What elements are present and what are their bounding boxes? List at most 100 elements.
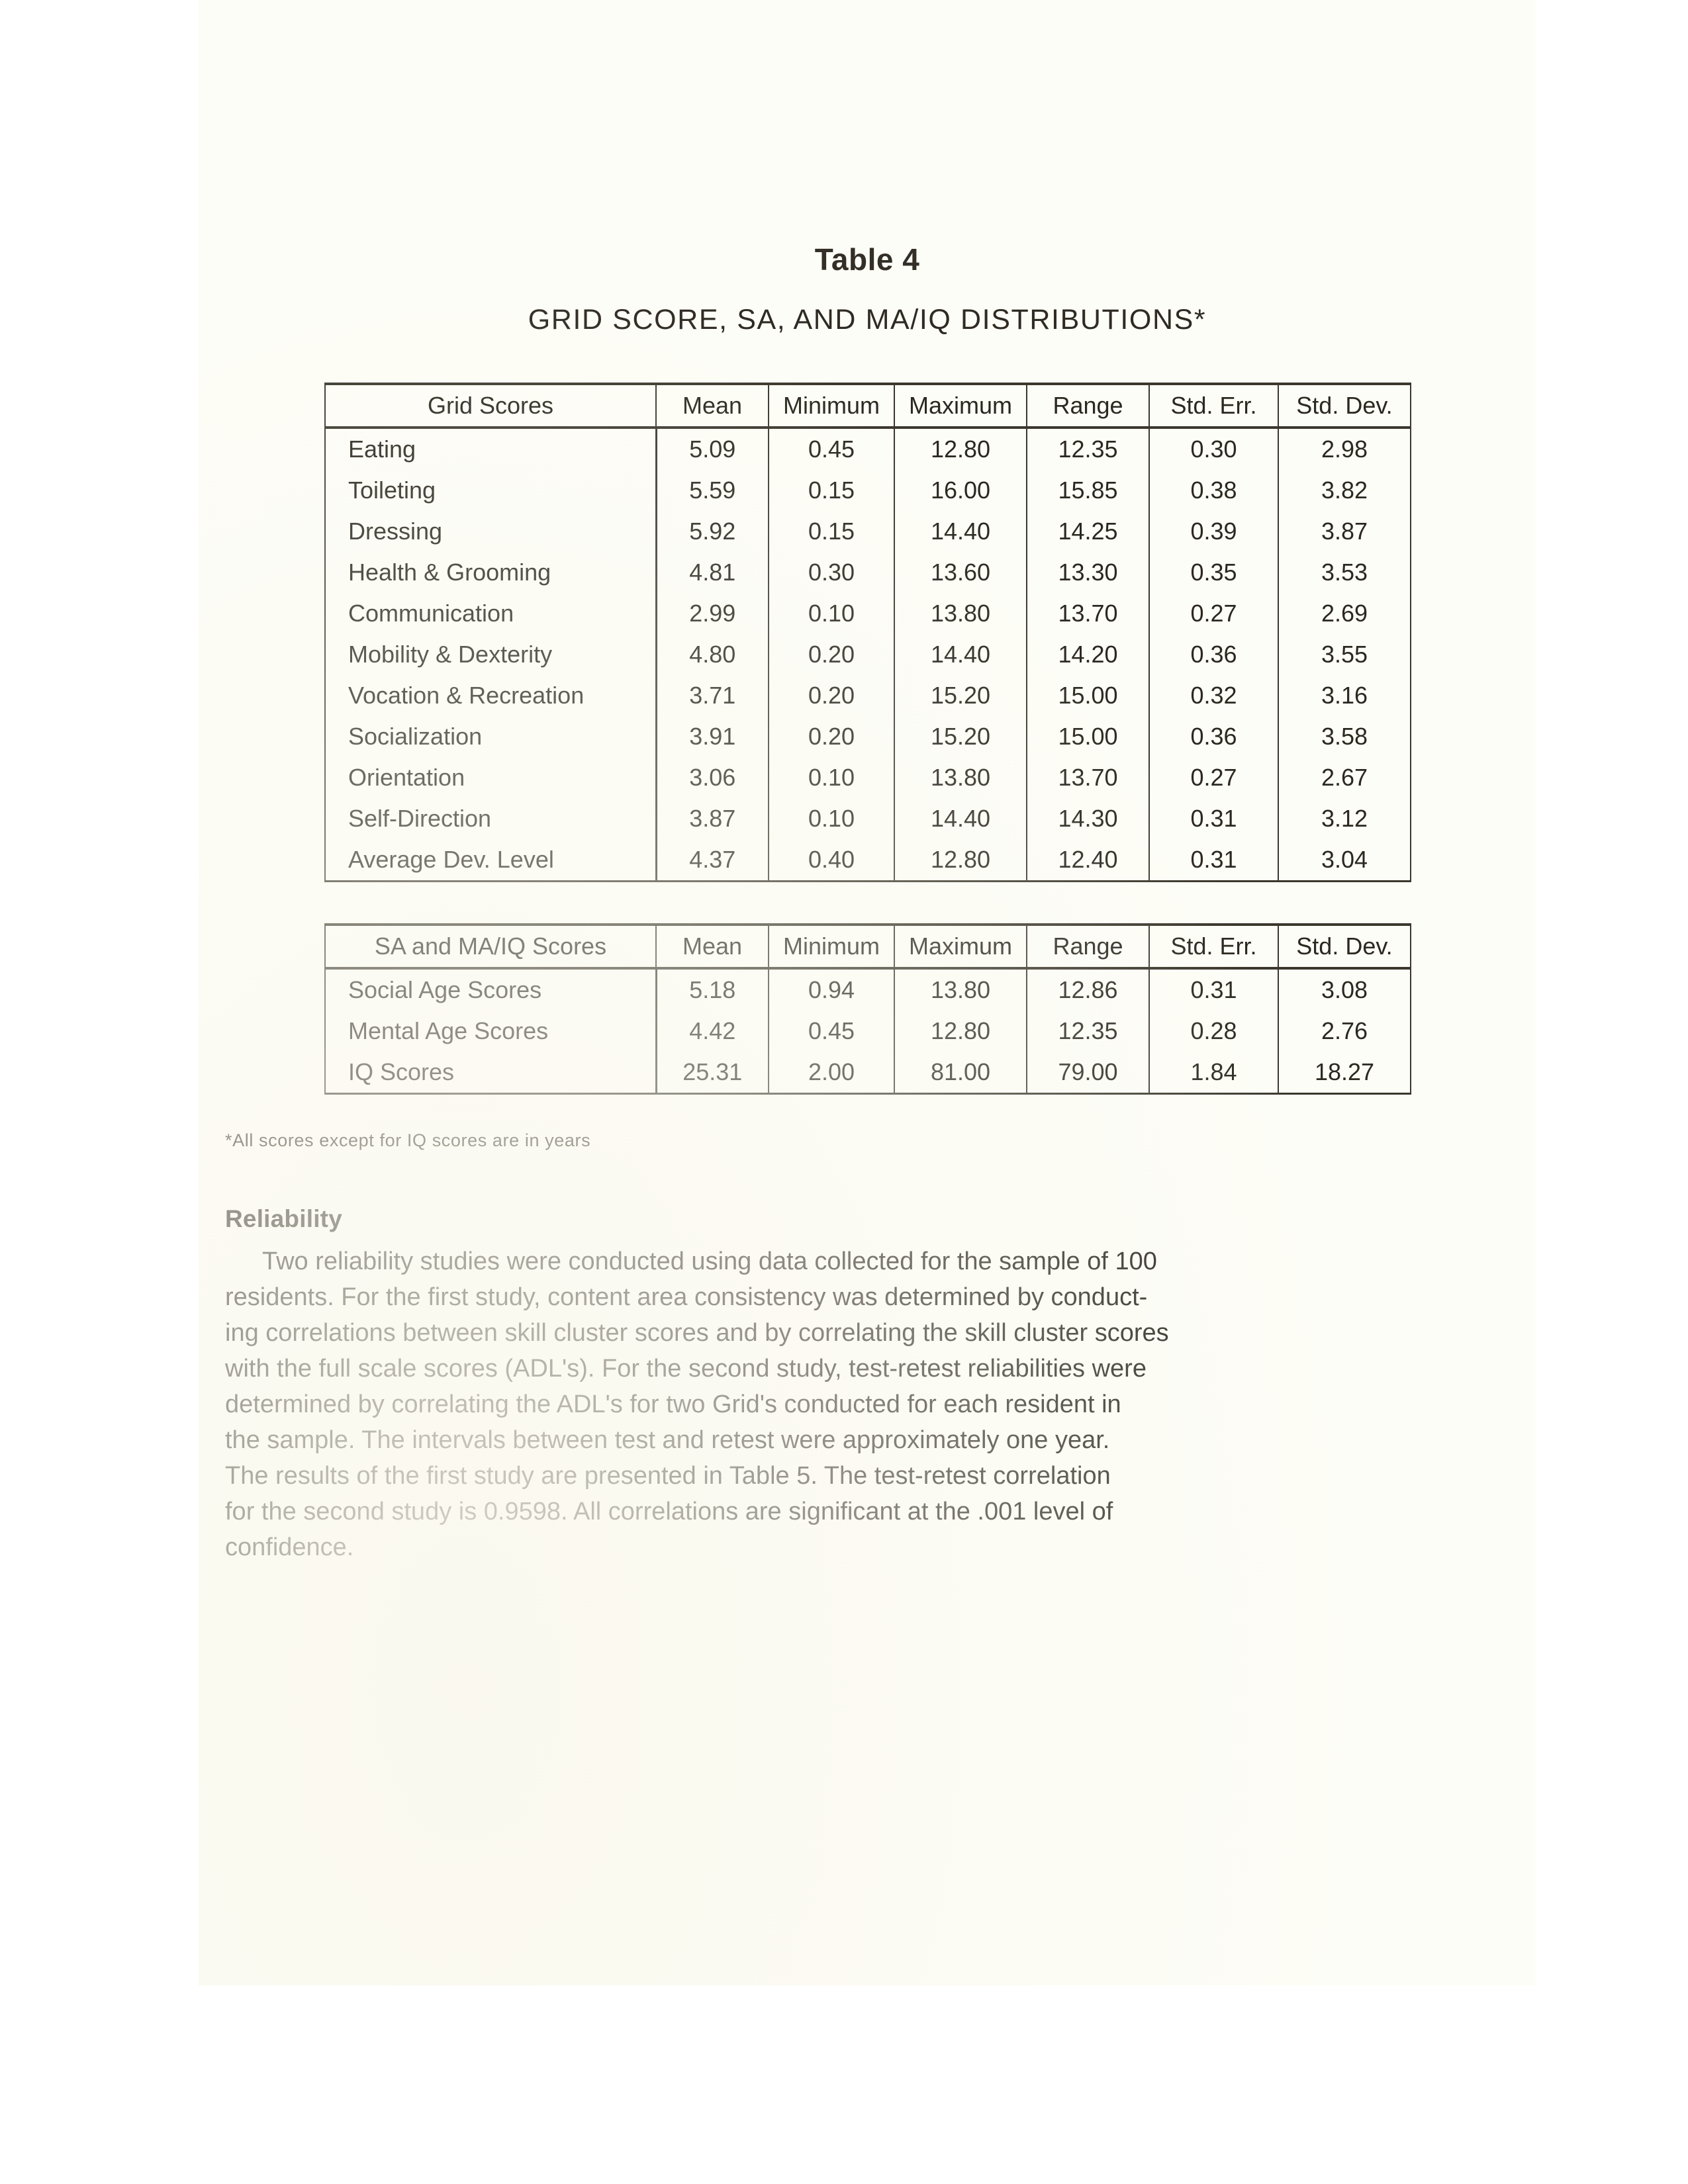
row-label: Social Age Scores [324,968,657,1011]
table-row: Communication 2.99 0.10 13.80 13.70 0.27… [324,593,1411,634]
cell-maximum: 15.20 [894,716,1027,757]
table-caption: GRID SCORE, SA, AND MA/IQ DISTRIBUTIONS* [528,304,1207,336]
cell-mean: 5.92 [655,511,769,552]
cell-range: 12.35 [1026,1011,1150,1052]
table-row: IQ Scores 25.31 2.00 81.00 79.00 1.84 18… [324,1052,1411,1095]
body-line: with the full scale scores (ADL's). For … [225,1355,1147,1383]
cell-range: 13.70 [1026,757,1150,798]
cell-std-err: 0.36 [1149,634,1279,675]
cell-maximum: 15.20 [894,675,1027,716]
cell-range: 13.30 [1026,552,1150,593]
table-row: Mobility & Dexterity 4.80 0.20 14.40 14.… [324,634,1411,675]
column-header-sa-maiq-scores: SA and MA/IQ Scores [324,923,657,970]
table-row: Orientation 3.06 0.10 13.80 13.70 0.27 2… [324,757,1411,798]
column-header-std-dev: Std. Dev. [1278,383,1411,429]
cell-mean: 2.99 [655,593,769,634]
cell-mean: 3.91 [655,716,769,757]
table-row: Average Dev. Level 4.37 0.40 12.80 12.40… [324,839,1411,882]
cell-range: 15.00 [1026,675,1150,716]
grid-scores-table-wrapper: Grid Scores Mean Minimum Maximum Range S… [324,383,1411,882]
row-label: Orientation [324,757,657,798]
row-label: Self-Direction [324,798,657,839]
column-header-mean: Mean [655,923,769,970]
cell-std-dev: 2.98 [1278,428,1411,470]
cell-std-dev: 3.04 [1278,839,1411,882]
cell-maximum: 13.60 [894,552,1027,593]
cell-std-err: 0.28 [1149,1011,1279,1052]
cell-maximum: 16.00 [894,470,1027,511]
cell-std-dev: 2.76 [1278,1011,1411,1052]
column-header-minimum: Minimum [768,383,895,429]
body-line: residents. For the first study, content … [225,1283,1148,1311]
body-line: ing correlations between skill cluster s… [225,1319,1169,1347]
cell-std-dev: 3.08 [1278,968,1411,1011]
cell-std-dev: 3.82 [1278,470,1411,511]
cell-maximum: 14.40 [894,798,1027,839]
cell-std-dev: 2.69 [1278,593,1411,634]
body-line: The results of the first study are prese… [225,1462,1111,1490]
row-label: Average Dev. Level [324,839,657,882]
cell-maximum: 13.80 [894,593,1027,634]
cell-std-err: 0.31 [1149,798,1279,839]
column-header-range: Range [1026,923,1150,970]
table-row: Socialization 3.91 0.20 15.20 15.00 0.36… [324,716,1411,757]
table-row: Toileting 5.59 0.15 16.00 15.85 0.38 3.8… [324,470,1411,511]
cell-minimum: 0.20 [768,716,895,757]
cell-range: 12.40 [1026,839,1150,882]
cell-mean: 4.81 [655,552,769,593]
cell-range: 14.20 [1026,634,1150,675]
cell-std-dev: 3.55 [1278,634,1411,675]
table-row: Social Age Scores 5.18 0.94 13.80 12.86 … [324,968,1411,1011]
cell-maximum: 12.80 [894,428,1027,470]
cell-std-dev: 3.12 [1278,798,1411,839]
cell-maximum: 14.40 [894,511,1027,552]
cell-std-err: 0.27 [1149,757,1279,798]
column-header-minimum: Minimum [768,923,895,970]
cell-std-err: 1.84 [1149,1052,1279,1095]
cell-mean: 5.09 [655,428,769,470]
table-row: Self-Direction 3.87 0.10 14.40 14.30 0.3… [324,798,1411,839]
column-header-maximum: Maximum [894,383,1027,429]
table-row: Vocation & Recreation 3.71 0.20 15.20 15… [324,675,1411,716]
column-header-maximum: Maximum [894,923,1027,970]
cell-range: 13.70 [1026,593,1150,634]
cell-std-dev: 2.67 [1278,757,1411,798]
cell-minimum: 0.15 [768,470,895,511]
table-footnote: *All scores except for IQ scores are in … [225,1130,591,1150]
cell-maximum: 81.00 [894,1052,1027,1095]
cell-std-err: 0.35 [1149,552,1279,593]
sa-maiq-table-body: Social Age Scores 5.18 0.94 13.80 12.86 … [324,968,1411,1095]
cell-minimum: 0.20 [768,675,895,716]
cell-range: 79.00 [1026,1052,1150,1095]
cell-minimum: 0.40 [768,839,895,882]
cell-minimum: 0.30 [768,552,895,593]
cell-std-dev: 18.27 [1278,1052,1411,1095]
column-header-std-err: Std. Err. [1149,383,1279,429]
column-header-std-dev: Std. Dev. [1278,923,1411,970]
cell-mean: 4.80 [655,634,769,675]
row-label: Mental Age Scores [324,1011,657,1052]
table-row: Eating 5.09 0.45 12.80 12.35 0.30 2.98 [324,428,1411,470]
cell-mean: 4.42 [655,1011,769,1052]
cell-mean: 25.31 [655,1052,769,1095]
body-line: confidence. [225,1533,354,1561]
body-line: for the second study is 0.9598. All corr… [225,1498,1113,1525]
cell-minimum: 0.45 [768,1011,895,1052]
page-content: Table 4 GRID SCORE, SA, AND MA/IQ DISTRI… [199,0,1536,1565]
cell-std-err: 0.36 [1149,716,1279,757]
column-header-std-err: Std. Err. [1149,923,1279,970]
cell-minimum: 2.00 [768,1052,895,1095]
row-label: Socialization [324,716,657,757]
cell-range: 15.85 [1026,470,1150,511]
reliability-body: Two reliability studies were conducted u… [225,1244,1311,1565]
cell-std-dev: 3.53 [1278,552,1411,593]
row-label: Toileting [324,470,657,511]
row-label: Communication [324,593,657,634]
table-row: Health & Grooming 4.81 0.30 13.60 13.30 … [324,552,1411,593]
cell-mean: 5.18 [655,968,769,1011]
table-header-row: Grid Scores Mean Minimum Maximum Range S… [324,383,1411,429]
cell-maximum: 12.80 [894,839,1027,882]
scanned-page: Table 4 GRID SCORE, SA, AND MA/IQ DISTRI… [199,0,1536,1985]
cell-std-err: 0.39 [1149,511,1279,552]
cell-range: 15.00 [1026,716,1150,757]
